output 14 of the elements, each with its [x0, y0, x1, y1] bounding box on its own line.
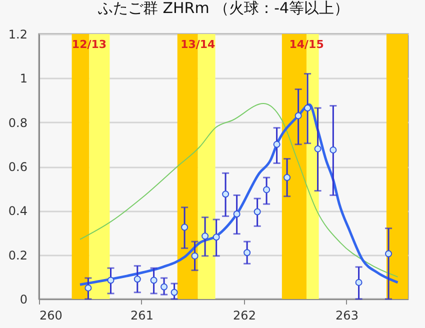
- y-tick-label: 0.4: [8, 204, 28, 218]
- chart-title: ふたご群 ZHRm （火球：-4等以上）: [96, 0, 350, 17]
- y-tick-label: 0.6: [8, 160, 28, 174]
- y-tick-label: 0: [20, 292, 28, 306]
- y-tick-label: 1: [20, 72, 28, 86]
- x-tick-label: 262: [233, 308, 256, 322]
- y-tick-label: 0.2: [8, 248, 28, 262]
- band-label: 12/13: [72, 38, 107, 51]
- x-tick-label: 263: [336, 308, 358, 322]
- band-label: 13/14: [180, 38, 216, 51]
- x-tick-label: 261: [130, 308, 154, 322]
- x-tick-label: 260: [40, 308, 62, 322]
- y-tick-label: 1.2: [8, 28, 28, 42]
- y-tick-label: 0.8: [8, 116, 28, 130]
